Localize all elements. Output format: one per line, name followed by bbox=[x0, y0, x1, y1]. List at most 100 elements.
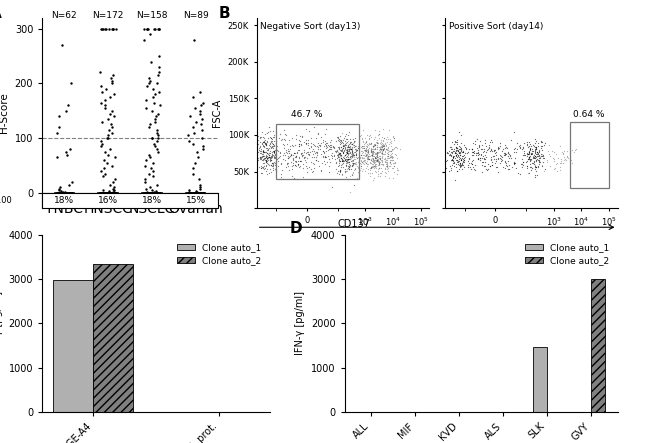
Point bbox=[255, 153, 266, 160]
Point bbox=[540, 139, 550, 146]
Point bbox=[150, 116, 161, 123]
Point bbox=[544, 141, 554, 148]
Point bbox=[527, 147, 538, 154]
Point bbox=[369, 148, 379, 155]
Point bbox=[283, 145, 294, 152]
Point bbox=[523, 138, 534, 145]
Point bbox=[456, 144, 466, 152]
Point bbox=[514, 142, 524, 149]
Point bbox=[380, 145, 391, 152]
Point bbox=[59, 188, 70, 195]
Point bbox=[304, 151, 315, 158]
Point bbox=[291, 158, 301, 165]
Point bbox=[454, 162, 465, 169]
Point bbox=[153, 189, 164, 196]
Text: 18%: 18% bbox=[54, 196, 74, 205]
Point bbox=[344, 155, 354, 163]
Point bbox=[334, 159, 345, 167]
Point bbox=[395, 145, 405, 152]
Point bbox=[288, 162, 298, 169]
Point bbox=[488, 152, 499, 159]
Point bbox=[367, 148, 377, 155]
Point bbox=[471, 149, 481, 156]
Point bbox=[375, 145, 385, 152]
Text: >100: >100 bbox=[0, 196, 12, 205]
Point bbox=[111, 189, 121, 196]
Point bbox=[258, 152, 268, 159]
Point bbox=[542, 159, 552, 166]
Point bbox=[348, 157, 359, 164]
Point bbox=[389, 162, 400, 169]
Point bbox=[56, 189, 66, 196]
Point bbox=[292, 162, 303, 169]
Point bbox=[449, 141, 460, 148]
Point bbox=[393, 167, 403, 174]
Point bbox=[107, 189, 118, 196]
Point bbox=[302, 165, 313, 172]
Point bbox=[309, 142, 320, 149]
Point bbox=[348, 167, 359, 174]
Point bbox=[376, 142, 386, 149]
Point bbox=[196, 189, 207, 196]
Point bbox=[359, 156, 369, 163]
Point bbox=[380, 165, 390, 172]
Point bbox=[188, 189, 199, 196]
Point bbox=[341, 141, 352, 148]
Point bbox=[274, 154, 284, 161]
Point bbox=[315, 140, 326, 147]
Point bbox=[361, 148, 372, 155]
Point bbox=[534, 152, 545, 159]
Point bbox=[335, 166, 345, 173]
Point bbox=[374, 144, 385, 151]
Point bbox=[374, 155, 385, 162]
Point bbox=[140, 189, 151, 196]
Point bbox=[304, 163, 314, 171]
Point bbox=[360, 152, 370, 159]
Point bbox=[101, 189, 112, 196]
Point bbox=[458, 156, 469, 163]
Point bbox=[370, 160, 381, 167]
Point bbox=[532, 149, 543, 156]
Point bbox=[530, 172, 540, 179]
Point bbox=[381, 156, 391, 163]
Point bbox=[502, 152, 513, 159]
Point bbox=[193, 176, 203, 183]
Point bbox=[148, 189, 158, 196]
Point bbox=[149, 189, 159, 196]
Point bbox=[319, 150, 330, 157]
Point bbox=[151, 129, 162, 136]
Point bbox=[256, 169, 266, 176]
Point bbox=[348, 155, 359, 163]
Point bbox=[521, 158, 531, 165]
Point bbox=[253, 154, 263, 161]
Point bbox=[265, 134, 276, 141]
Point bbox=[385, 152, 396, 159]
Point bbox=[303, 148, 313, 155]
Point bbox=[352, 147, 362, 154]
Point bbox=[502, 163, 512, 170]
Point bbox=[382, 167, 393, 175]
Point bbox=[341, 159, 351, 166]
Point bbox=[385, 136, 395, 143]
Point bbox=[316, 151, 326, 158]
Point bbox=[149, 140, 159, 147]
Point bbox=[106, 74, 116, 82]
Point bbox=[354, 157, 365, 164]
Point bbox=[280, 156, 291, 163]
Point bbox=[333, 137, 344, 144]
Point bbox=[348, 162, 358, 169]
Point bbox=[389, 169, 399, 176]
Point bbox=[361, 144, 372, 151]
Point bbox=[263, 145, 274, 152]
Point bbox=[150, 189, 160, 196]
Point bbox=[518, 152, 528, 159]
Point bbox=[262, 155, 272, 162]
Point bbox=[341, 139, 351, 146]
Point bbox=[534, 147, 545, 154]
Point bbox=[515, 142, 525, 149]
Point bbox=[467, 148, 478, 155]
Point bbox=[149, 189, 159, 196]
Point bbox=[458, 155, 469, 163]
Point bbox=[146, 189, 156, 196]
Point bbox=[376, 150, 387, 157]
